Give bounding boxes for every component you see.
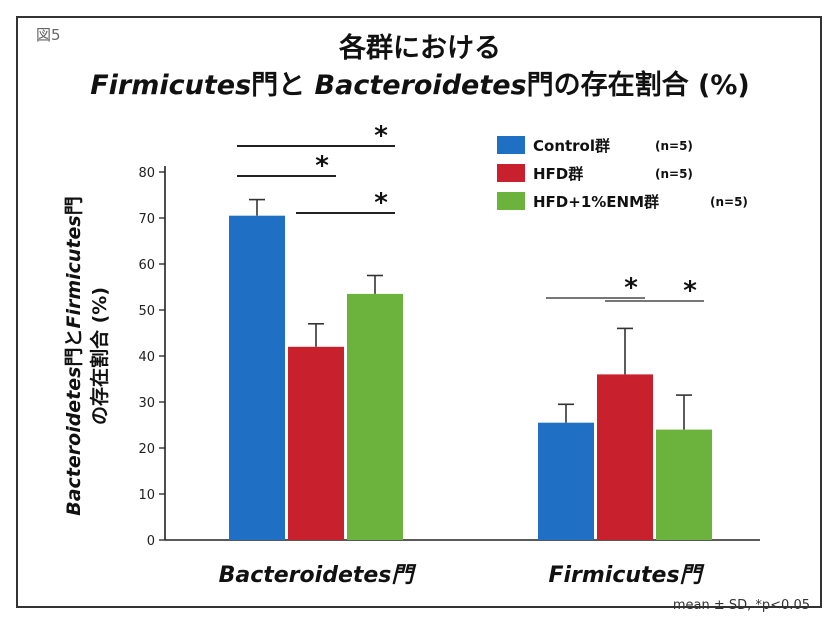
y-tick-label-70: 70 — [138, 212, 155, 227]
bar-0-1 — [288, 346, 344, 540]
title-suffix: 門の存在割合 (%) — [526, 70, 750, 101]
title-bacteroidetes: Bacteroidetes — [314, 70, 527, 101]
bar-0-0 — [229, 215, 285, 540]
significance-star-4: * — [683, 276, 697, 306]
y-tick-label-20: 20 — [138, 442, 155, 457]
legend-label-1: HFD群 — [533, 165, 583, 183]
significance-star-2: * — [374, 188, 388, 218]
significance-star-0: * — [374, 121, 388, 151]
significance-star-1: * — [315, 151, 329, 181]
y-tick-label-10: 10 — [138, 488, 155, 503]
legend-n-1: (n=5) — [655, 167, 693, 181]
legend-n-0: (n=5) — [655, 139, 693, 153]
y-tick-label-80: 80 — [138, 166, 155, 181]
bar-0-2 — [347, 293, 403, 540]
title-firmicutes: Firmicutes — [90, 70, 252, 101]
legend-swatch-0 — [497, 136, 525, 154]
figure-label: 図5 — [36, 26, 61, 44]
bar-1-2 — [656, 429, 712, 540]
significance-star-3: * — [624, 273, 638, 303]
category-label-0: Bacteroidetes門 — [219, 563, 417, 588]
y-tick-label-60: 60 — [138, 258, 155, 273]
legend-n-2: (n=5) — [710, 195, 748, 209]
legend-label-2: HFD+1%ENM群 — [533, 193, 659, 211]
y-tick-label-30: 30 — [138, 396, 155, 411]
figure-frame — [16, 16, 822, 608]
y-tick-label-50: 50 — [138, 304, 155, 319]
y-tick-label-0: 0 — [147, 534, 155, 549]
title-mon-to: 門と — [251, 70, 306, 101]
footnote: mean ± SD, *p<0.05 — [672, 598, 810, 613]
legend-label-0: Control群 — [533, 137, 610, 155]
chart-title-line2: Firmicutes門と Bacteroidetes門の存在割合 (%) — [0, 63, 840, 102]
y-tick-label-40: 40 — [138, 350, 155, 365]
bar-1-0 — [538, 422, 594, 540]
chart-title-line1: 各群における — [339, 33, 501, 64]
category-label-1: Firmicutes門 — [548, 563, 704, 588]
legend-swatch-1 — [497, 164, 525, 182]
bar-1-1 — [597, 374, 653, 540]
legend-swatch-2 — [497, 192, 525, 210]
